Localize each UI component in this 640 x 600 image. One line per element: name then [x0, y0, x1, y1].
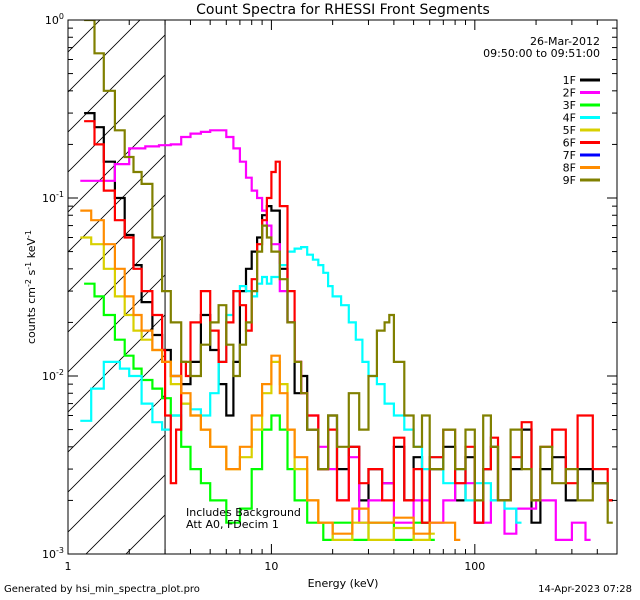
- legend-label-4F: 4F: [563, 112, 576, 125]
- date-label: 26-Mar-2012: [530, 35, 600, 48]
- y-tick-label: 100: [45, 12, 64, 27]
- shaded-region: [68, 20, 166, 554]
- plot-frame: [67, 19, 618, 555]
- footer-generated-by: Generated by hsi_min_spectra_plot.pro: [4, 584, 200, 595]
- x-tick-label: 1: [65, 560, 72, 573]
- legend-label-6F: 6F: [563, 137, 576, 150]
- chart-title: Count Spectra for RHESSI Front Segments: [196, 2, 490, 18]
- series-line-8F: [80, 209, 461, 541]
- x-tick-label: 10: [264, 560, 278, 573]
- series-line-9F: [84, 20, 613, 524]
- x-tick-label: 100: [464, 560, 485, 573]
- annotation-background: Includes Background: [186, 506, 301, 519]
- footer-timestamp: 14-Apr-2023 07:28: [538, 584, 632, 595]
- x-axis-label: Energy (keV): [308, 577, 379, 590]
- annotation-attenuator: Att A0, FDecim 1: [186, 518, 279, 531]
- y-tick-label: 10-2: [42, 368, 64, 383]
- legend-label-1F: 1F: [563, 74, 576, 87]
- legend-label-7F: 7F: [563, 149, 576, 162]
- time-range-label: 09:50:00 to 09:51:00: [483, 47, 600, 60]
- legend-label-2F: 2F: [563, 87, 576, 100]
- legend-label-3F: 3F: [563, 99, 576, 112]
- legend-label-9F: 9F: [563, 174, 576, 187]
- y-tick-label: 10-1: [42, 190, 64, 205]
- legend-label-8F: 8F: [563, 162, 576, 175]
- y-tick-label: 10-3: [42, 546, 64, 561]
- legend-label-5F: 5F: [563, 124, 576, 137]
- y-axis-label: counts cm-2 s-1 keV-1: [24, 230, 38, 344]
